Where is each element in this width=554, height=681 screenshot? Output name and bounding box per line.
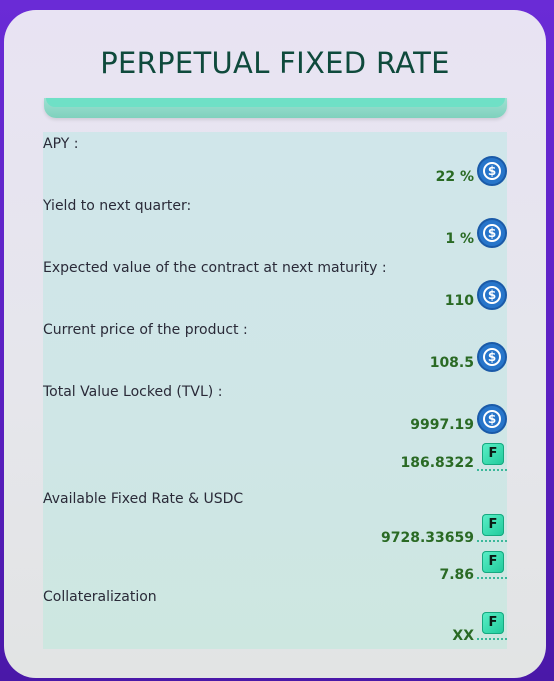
- collateralization-row: XX F: [452, 612, 507, 646]
- apy-value: 22 %: [435, 169, 474, 185]
- current-price-value: 108.5: [429, 355, 474, 371]
- fixed-rate-card: PERPETUAL FIXED RATE APY : 22 % $ Yield …: [4, 10, 546, 678]
- expected-value-row: 110 $: [445, 280, 507, 314]
- expected-value: 110: [444, 293, 474, 309]
- tvl-usdc-value: 9997.19: [410, 417, 474, 433]
- tvl-usdc-row: 9997.19 $: [410, 404, 507, 438]
- apy-value-row: 22 % $: [436, 156, 507, 190]
- yield-value-row: 1 % $: [445, 218, 507, 252]
- f-token-icon: F: [477, 612, 507, 642]
- available-f-row-2: 7.86 F: [439, 551, 507, 585]
- apy-label: APY :: [43, 136, 79, 152]
- f-token-icon: F: [477, 443, 507, 473]
- usdc-icon: $: [477, 280, 507, 310]
- usdc-icon: $: [477, 404, 507, 434]
- usdc-icon: $: [477, 156, 507, 186]
- available-f-value-2: 7.86: [439, 567, 474, 583]
- page-title: PERPETUAL FIXED RATE: [100, 46, 450, 80]
- collateralization-label: Collateralization: [43, 589, 157, 605]
- available-f-row-1: 9728.33659 F: [381, 514, 507, 548]
- yield-label: Yield to next quarter:: [43, 198, 192, 214]
- tvl-label: Total Value Locked (TVL) :: [43, 384, 223, 400]
- yield-value: 1 %: [445, 231, 474, 247]
- tvl-f-value: 186.8322: [400, 455, 474, 471]
- usdc-icon: $: [477, 218, 507, 248]
- tvl-f-row: 186.8322 F: [400, 443, 507, 477]
- f-token-icon: F: [477, 514, 507, 544]
- current-price-row: 108.5 $: [430, 342, 507, 376]
- usdc-icon: $: [477, 342, 507, 372]
- collateralization-value: XX: [452, 628, 474, 644]
- expected-value-label: Expected value of the contract at next m…: [43, 260, 387, 276]
- available-f-value-1: 9728.33659: [381, 530, 474, 546]
- details-panel: APY : 22 % $ Yield to next quarter: 1 % …: [43, 132, 507, 649]
- available-label: Available Fixed Rate & USDC: [43, 491, 244, 507]
- current-price-label: Current price of the product :: [43, 322, 248, 338]
- header-accent-bar: [44, 98, 507, 118]
- f-token-icon: F: [477, 551, 507, 581]
